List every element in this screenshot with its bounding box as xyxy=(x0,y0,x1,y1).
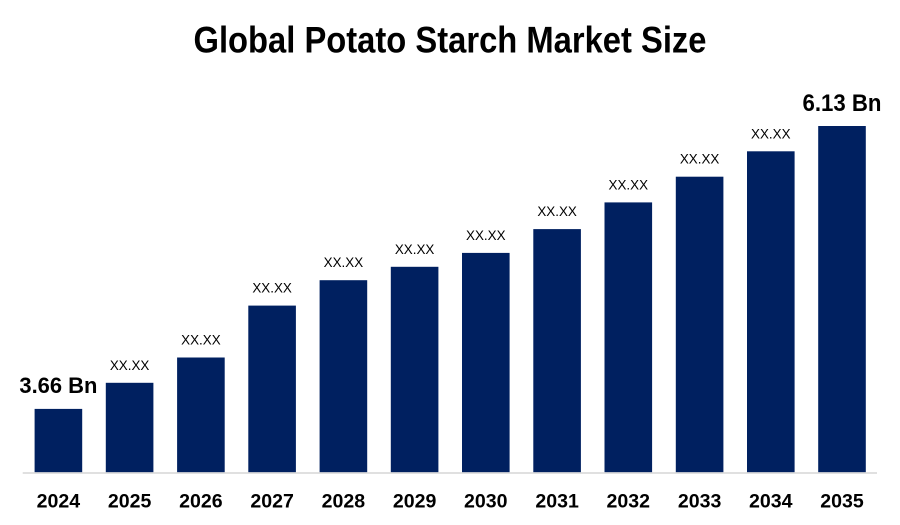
svg-text:XX.XX: XX.XX xyxy=(537,204,577,219)
svg-text:2032: 2032 xyxy=(607,491,651,512)
svg-text:XX.XX: XX.XX xyxy=(110,358,150,373)
svg-text:2030: 2030 xyxy=(464,491,508,512)
svg-text:XX.XX: XX.XX xyxy=(466,228,506,243)
svg-text:XX.XX: XX.XX xyxy=(181,333,221,348)
svg-text:2025: 2025 xyxy=(108,491,152,512)
svg-text:2034: 2034 xyxy=(749,491,793,512)
svg-text:XX.XX: XX.XX xyxy=(324,255,364,270)
svg-text:6.13 Bn: 6.13 Bn xyxy=(803,90,882,117)
svg-text:2026: 2026 xyxy=(179,491,223,512)
svg-text:XX.XX: XX.XX xyxy=(395,242,435,257)
svg-text:XX.XX: XX.XX xyxy=(252,281,292,296)
svg-text:2024: 2024 xyxy=(37,491,81,512)
svg-text:2029: 2029 xyxy=(393,491,437,512)
svg-text:XX.XX: XX.XX xyxy=(751,126,791,141)
svg-text:Global Potato Starch Market Si: Global Potato Starch Market Size xyxy=(194,20,707,61)
svg-text:XX.XX: XX.XX xyxy=(680,152,720,167)
svg-text:2033: 2033 xyxy=(678,491,722,512)
svg-text:3.66 Bn: 3.66 Bn xyxy=(19,373,97,398)
svg-text:2028: 2028 xyxy=(322,491,366,512)
svg-text:XX.XX: XX.XX xyxy=(609,177,649,192)
svg-text:2035: 2035 xyxy=(820,491,864,512)
svg-text:2027: 2027 xyxy=(250,491,294,512)
svg-text:2031: 2031 xyxy=(535,491,579,512)
